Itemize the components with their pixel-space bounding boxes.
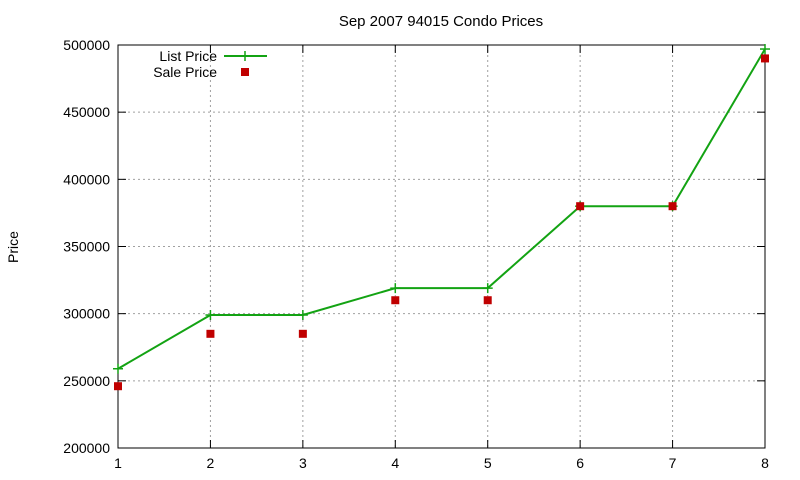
data-point bbox=[205, 310, 216, 321]
data-point bbox=[391, 296, 400, 305]
x-tick-label: 3 bbox=[299, 455, 307, 471]
data-point bbox=[668, 202, 677, 211]
y-tick-label: 250000 bbox=[63, 373, 110, 389]
legend-label: Sale Price bbox=[153, 64, 217, 80]
data-point bbox=[298, 329, 307, 338]
data-point bbox=[114, 382, 122, 391]
grid-lines bbox=[118, 45, 765, 448]
legend-marker bbox=[241, 68, 249, 76]
data-point bbox=[482, 283, 493, 294]
data-point bbox=[113, 363, 123, 374]
y-tick-label: 200000 bbox=[63, 440, 110, 456]
x-tick-label: 6 bbox=[576, 455, 584, 471]
series-layer bbox=[113, 44, 770, 391]
x-tick-label: 8 bbox=[761, 455, 769, 471]
data-point bbox=[206, 329, 215, 338]
x-tick-label: 5 bbox=[484, 455, 492, 471]
series-line bbox=[117, 48, 766, 370]
data-point bbox=[297, 310, 308, 321]
chart-title: Sep 2007 94015 Condo Prices bbox=[339, 13, 543, 30]
y-tick-label: 450000 bbox=[63, 104, 110, 120]
data-point bbox=[576, 202, 585, 211]
axis-ticks: 200000 250000 300000 350000 400000 450000 5000… bbox=[63, 37, 769, 471]
y-tick-label: 400000 bbox=[63, 171, 110, 187]
series-sale-price bbox=[114, 54, 769, 391]
x-tick-label: 7 bbox=[669, 455, 677, 471]
legend-marker bbox=[240, 51, 250, 61]
x-tick-label: 4 bbox=[391, 455, 399, 471]
data-point bbox=[390, 283, 401, 294]
data-point bbox=[760, 44, 770, 55]
legend-label: List Price bbox=[159, 48, 217, 64]
y-tick-label: 300000 bbox=[63, 306, 110, 322]
x-tick-label: 2 bbox=[207, 455, 215, 471]
data-point bbox=[761, 54, 769, 63]
data-point bbox=[483, 296, 492, 305]
y-axis-label: Price bbox=[5, 231, 21, 263]
y-tick-label: 500000 bbox=[63, 37, 110, 53]
x-tick-label: 1 bbox=[114, 455, 122, 471]
plot-frame bbox=[117, 44, 766, 449]
y-tick-label: 350000 bbox=[63, 239, 110, 255]
